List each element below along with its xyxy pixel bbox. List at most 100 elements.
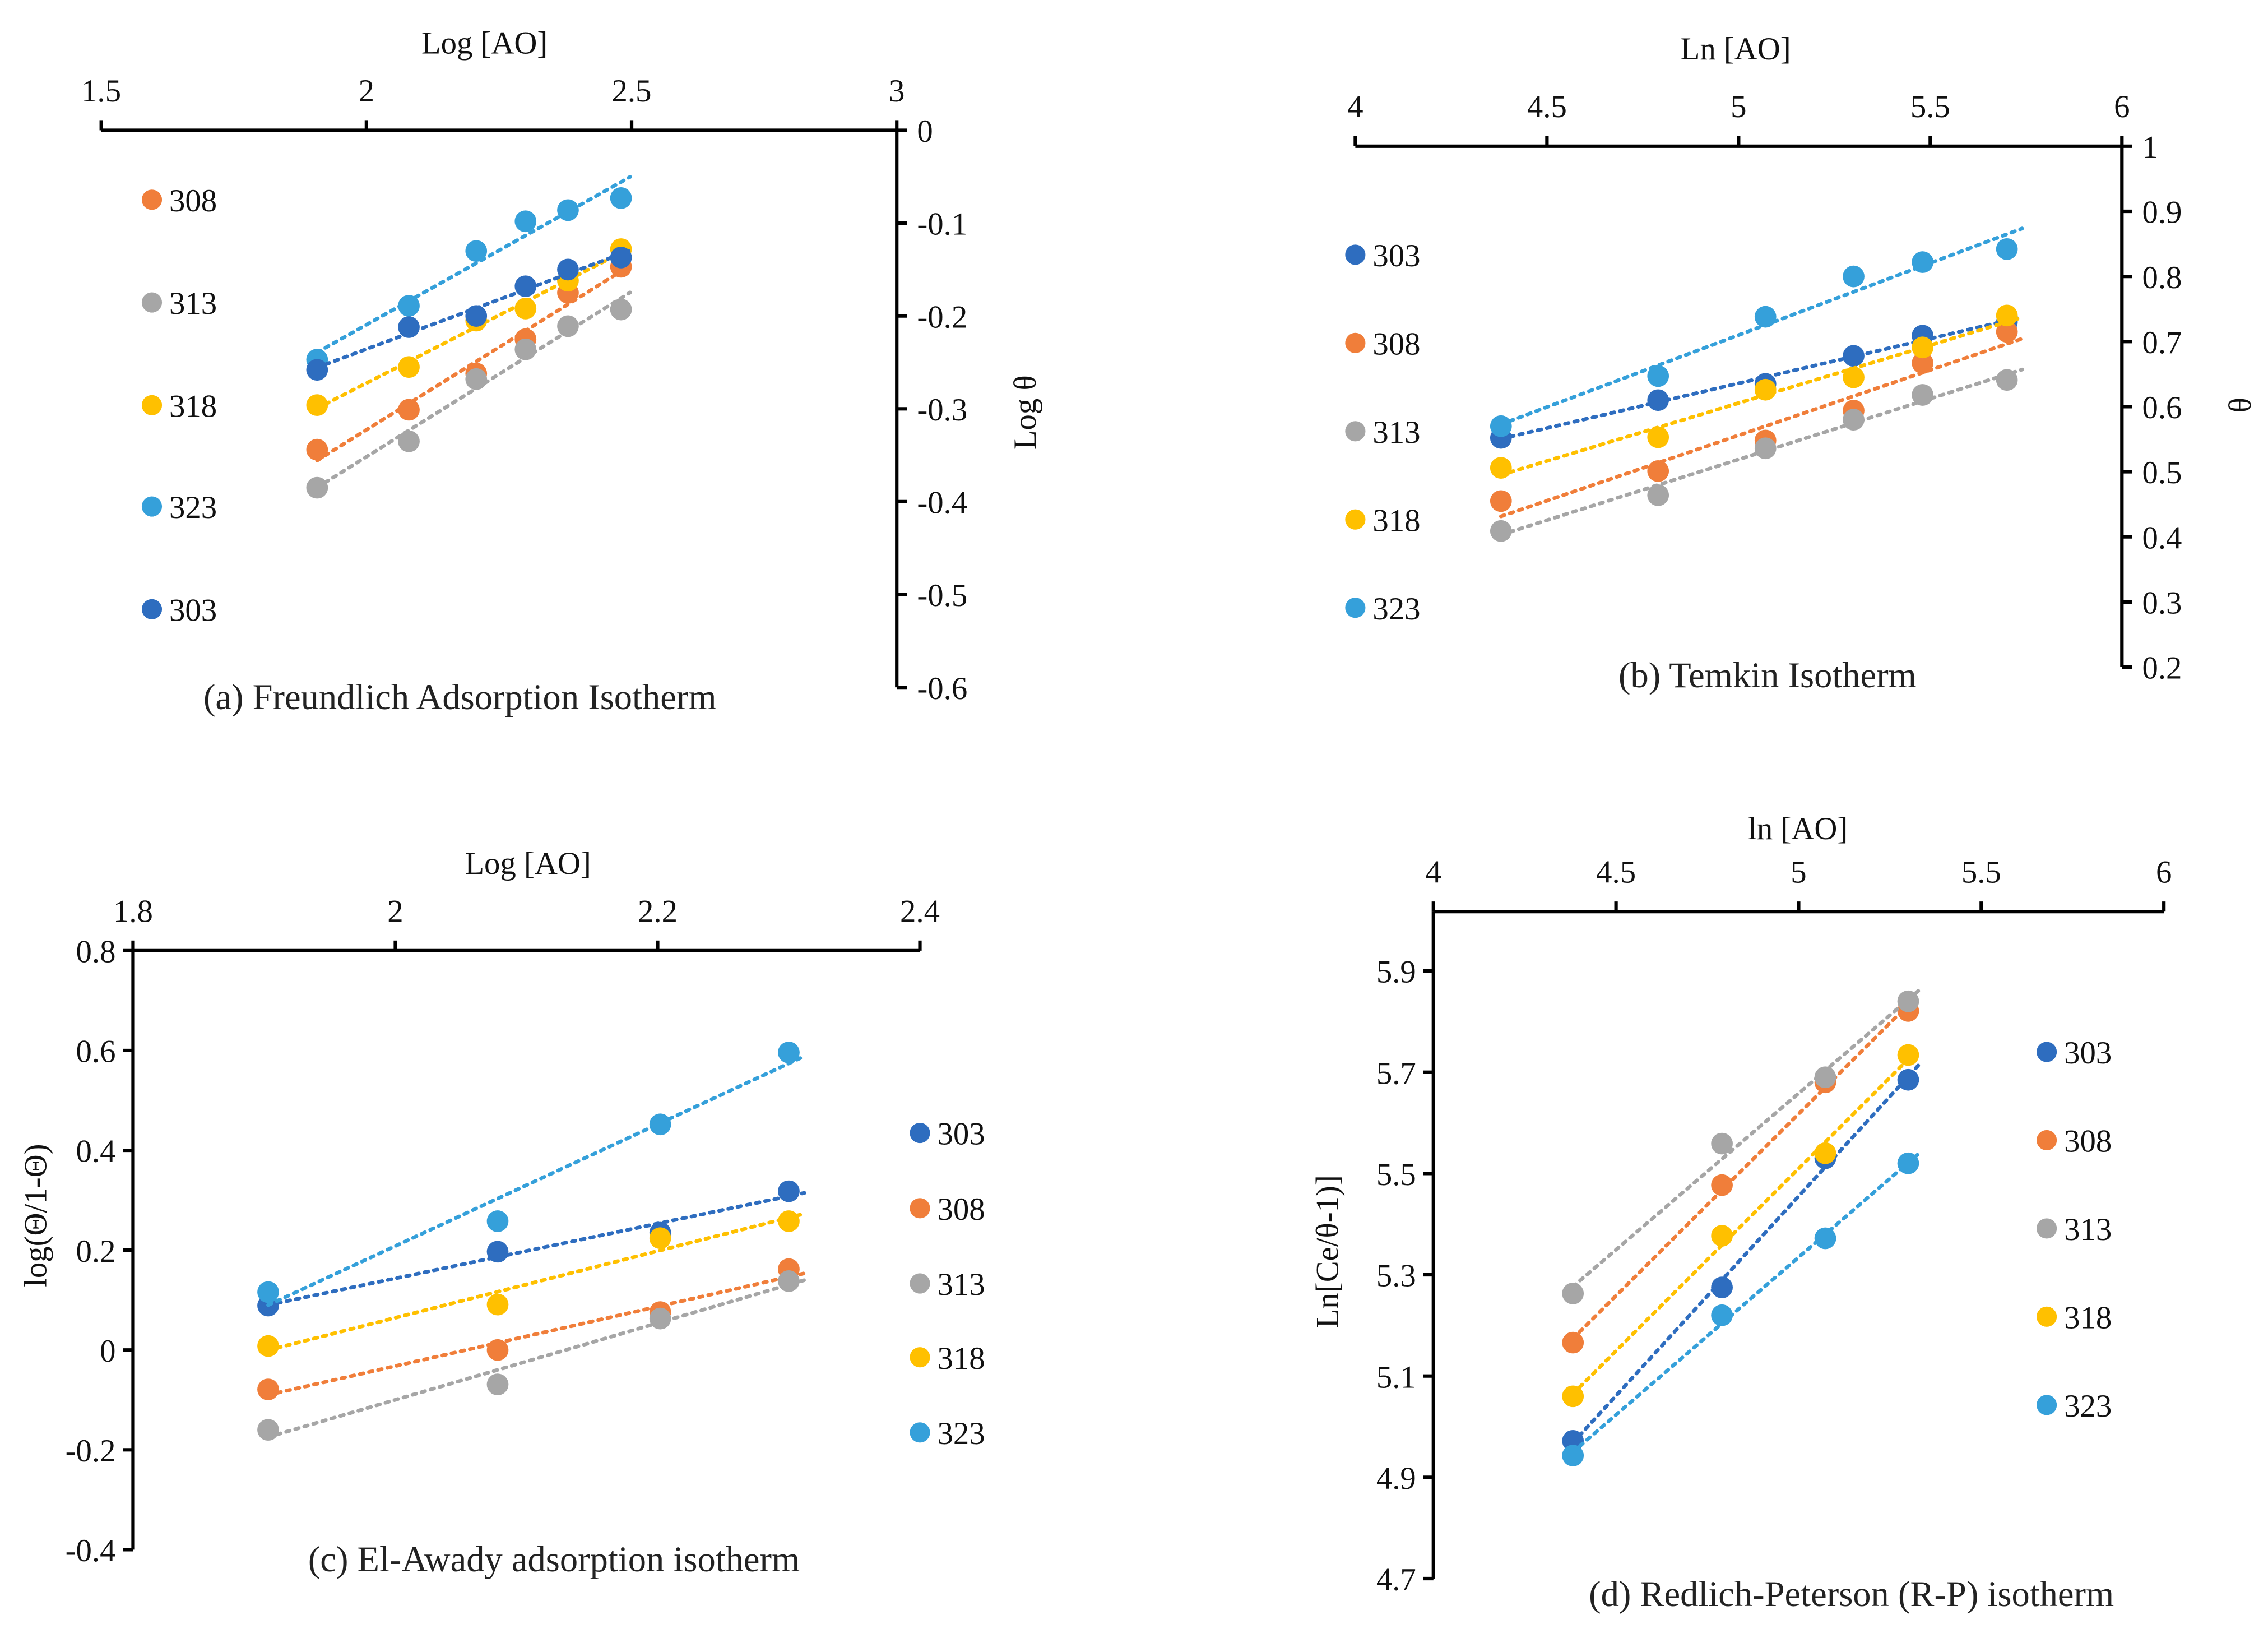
trendline-313 [1571,989,1921,1289]
data-point-318 [778,1210,800,1232]
y-tick-label: 0.6 [76,1034,116,1070]
data-point-308 [1912,352,1934,374]
data-point-323 [1711,1304,1733,1326]
x-tick-label: 4 [1347,89,1363,124]
y-tick-label: 4.7 [1376,1562,1416,1598]
y-tick-label: 0.2 [76,1234,116,1269]
data-point-313 [1647,484,1669,506]
data-point-318 [1754,378,1777,401]
y-tick-label: 5.3 [1376,1258,1416,1294]
data-point-323 [1897,1152,1919,1174]
data-point-323 [1912,251,1934,273]
data-point-313 [778,1270,800,1292]
trendline-303 [1571,1063,1921,1445]
y-tick-label: 1 [2142,129,2158,165]
data-point-323 [1562,1445,1584,1466]
x-tick-label: 6 [2114,89,2130,124]
data-point-313 [514,338,537,360]
data-point-313 [257,1419,279,1441]
x-tick-label: 2.4 [900,894,940,929]
data-point-313 [557,315,579,337]
legend-label: 308 [1372,327,1420,362]
x-tick-label: 4.5 [1527,89,1567,124]
legend-label: 313 [2064,1212,2112,1247]
chart-caption: (a) Freundlich Adsorption Isotherm [203,677,717,717]
legend-marker-318 [2037,1306,2057,1327]
y-tick-label: 0.4 [2142,520,2182,556]
legend-label: 308 [2064,1124,2112,1159]
data-point-318 [1897,1044,1919,1066]
data-point-303 [398,316,420,338]
y-tick-label: 0.7 [2142,325,2182,360]
data-point-313 [1754,437,1777,460]
legend-marker-308 [910,1198,930,1219]
chart-caption: (d) Redlich-Peterson (R-P) isotherm [1589,1574,2114,1614]
y-tick-label: -0.5 [917,578,967,613]
y-tick-label: 0.4 [76,1134,116,1169]
x-tick-label: 2 [359,73,374,109]
legend-label: 303 [169,593,217,628]
trendline-308 [315,263,632,462]
data-point-323 [778,1042,800,1063]
data-point-303 [1843,345,1865,367]
data-point-313 [398,430,420,452]
y-tick-label: 0.8 [2142,260,2182,295]
x-tick-label: 5.5 [1910,89,1950,124]
legend-marker-318 [910,1347,930,1368]
y-tick-label: 5.5 [1376,1157,1416,1192]
data-point-323 [1490,415,1512,437]
y-tick-label: 0.2 [2142,651,2182,686]
data-point-313 [1711,1132,1733,1155]
y-axis-title: Log θ [1008,375,1043,450]
data-point-323 [557,199,579,221]
data-point-318 [1711,1225,1733,1247]
data-point-318 [1562,1385,1584,1408]
legend-marker-318 [141,395,163,415]
data-point-308 [1647,460,1669,482]
legend-label: 308 [169,183,217,219]
data-point-303 [557,258,579,281]
legend-marker-303 [141,599,163,619]
x-axis-title: Ln [AO] [1681,31,1791,67]
y-tick-label: -0.1 [917,207,967,242]
data-point-318 [514,298,537,320]
y-tick-label: 0 [100,1334,115,1369]
data-point-303 [778,1180,800,1202]
x-tick-label: 3 [889,73,905,109]
chart-caption: (b) Temkin Isotherm [1618,655,1917,695]
y-tick-label: 0.5 [2142,455,2182,491]
data-point-303 [514,275,537,298]
x-tick-label: 4.5 [1596,855,1636,890]
data-point-308 [257,1378,279,1400]
x-tick-label: 5 [1731,89,1746,124]
data-point-323 [1996,238,2018,260]
data-point-313 [465,368,488,390]
data-point-318 [306,394,328,417]
data-point-303 [1897,1068,1919,1091]
x-axis-title: ln [AO] [1748,811,1848,846]
legend-marker-323 [141,496,163,517]
legend-marker-308 [1345,332,1366,353]
trendline-308 [266,1271,806,1397]
y-tick-label: 0.8 [76,934,116,970]
legend-marker-308 [141,189,163,210]
x-axis-title: Log [AO] [465,846,591,881]
data-point-313 [1996,369,2018,391]
data-point-323 [257,1281,279,1303]
legend-marker-303 [2037,1042,2057,1062]
data-point-323 [1647,365,1669,387]
trendline-318 [315,246,632,410]
data-point-303 [465,305,488,327]
data-point-318 [649,1227,671,1250]
legend-marker-308 [2037,1130,2057,1151]
chart-caption: (c) El-Awady adsorption isotherm [308,1539,800,1579]
data-point-323 [649,1113,671,1136]
y-tick-label: 0.6 [2142,390,2182,425]
legend-label: 323 [169,490,217,525]
data-point-323 [1754,306,1777,328]
y-tick-label: -0.6 [917,671,967,706]
data-point-323 [1814,1227,1836,1250]
y-tick-label: -0.2 [917,299,967,335]
trendline-323 [266,1054,806,1307]
